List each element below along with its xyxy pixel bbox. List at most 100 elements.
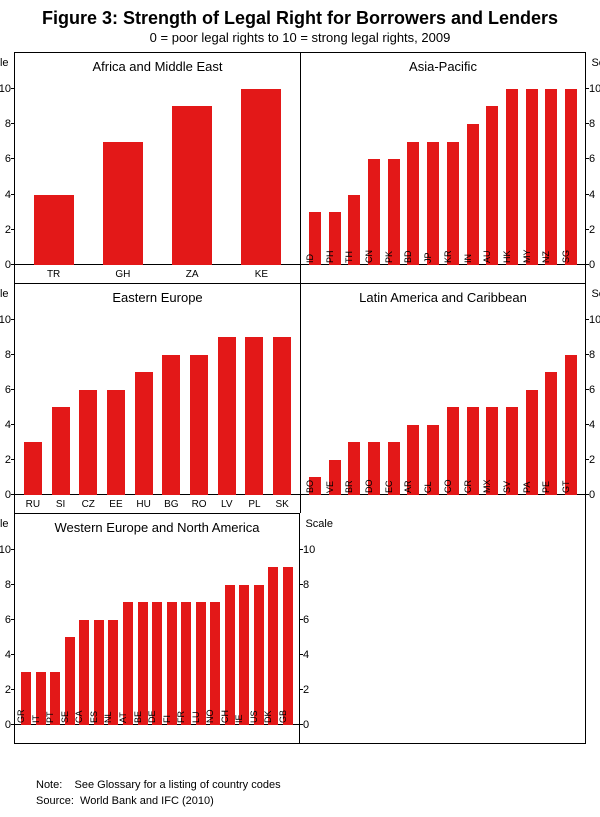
bar-slot: PL xyxy=(241,304,269,495)
axis-label-right: Scale xyxy=(305,518,333,530)
x-label: SV xyxy=(502,481,512,493)
x-label: HK xyxy=(502,250,512,263)
bar-slot: NL xyxy=(106,534,121,725)
bar xyxy=(24,442,42,495)
bar-slot: DE xyxy=(150,534,165,725)
bar xyxy=(79,620,89,725)
y-tick: 2 xyxy=(0,454,11,466)
y-tick: 6 xyxy=(589,384,600,396)
y-tick: 10 xyxy=(0,314,11,326)
bar xyxy=(545,372,557,495)
x-label: EC xyxy=(384,480,394,493)
x-label: TH xyxy=(344,251,354,263)
bar xyxy=(210,602,220,725)
bar-slot: GT xyxy=(561,304,581,495)
x-label: US xyxy=(249,710,259,723)
x-label: BR xyxy=(344,480,354,493)
source-text: World Bank and IFC (2010) xyxy=(80,795,214,807)
bar-slot: DO xyxy=(364,304,384,495)
y-tick: 10 xyxy=(303,544,317,556)
bar-slot: FI xyxy=(164,534,179,725)
y-tick: 6 xyxy=(0,384,11,396)
bar xyxy=(107,390,125,495)
y-tick: 8 xyxy=(303,579,317,591)
axis-label-right: Scale xyxy=(591,57,600,69)
x-label: CL xyxy=(423,481,433,493)
x-label: MY xyxy=(522,250,532,264)
x-label: ID xyxy=(305,254,315,263)
bars-container: BOVEBRDOECARCLCOCRMXSVPAPEGT xyxy=(301,304,585,495)
x-label: CA xyxy=(74,710,84,723)
bar-slot: GH xyxy=(88,73,157,265)
x-label: SG xyxy=(561,250,571,263)
x-label: MX xyxy=(482,480,492,494)
y-tick: 6 xyxy=(0,614,11,626)
bars-container: RUSICZEEHUBGROLVPLSK xyxy=(15,304,300,495)
bar xyxy=(172,106,212,265)
x-label: CH xyxy=(220,710,230,723)
bar xyxy=(167,602,177,725)
bar-slot: SI xyxy=(47,304,75,495)
x-label: SE xyxy=(60,711,70,723)
bar xyxy=(196,602,206,725)
x-label: FR xyxy=(176,711,186,723)
plot-area: 00224466881010GRITPTSECAESNLATBEDEFIFRLU… xyxy=(15,534,299,725)
y-tick: 4 xyxy=(0,189,11,201)
bar-slot: CN xyxy=(364,73,384,265)
x-label: DE xyxy=(147,710,157,723)
panel-title: Latin America and Caribbean xyxy=(301,290,585,305)
bar xyxy=(268,567,278,725)
panel-grid: Africa and Middle EastScale0246810TRGHZA… xyxy=(14,52,586,744)
x-label: NL xyxy=(103,711,113,723)
x-label: BE xyxy=(133,711,143,723)
bar-slot: BD xyxy=(404,73,424,265)
bar-slot: MX xyxy=(482,304,502,495)
x-label: PH xyxy=(325,250,335,263)
bar xyxy=(190,355,208,495)
y-tick: 10 xyxy=(0,83,11,95)
y-tick: 4 xyxy=(0,649,11,661)
bar-slot: US xyxy=(252,534,267,725)
bar-slot: TH xyxy=(344,73,364,265)
x-label: NZ xyxy=(541,251,551,263)
panel-ame: Africa and Middle EastScale0246810TRGHZA… xyxy=(15,53,300,283)
bar-slot: AT xyxy=(121,534,136,725)
x-label: GH xyxy=(115,269,130,280)
y-tick: 0 xyxy=(0,489,11,501)
bar-slot: ES xyxy=(92,534,107,725)
x-label: CR xyxy=(463,480,473,493)
bar-slot: PH xyxy=(325,73,345,265)
plot-area: 0246810IDPHTHCNPKBDJPKRINAUHKMYNZSG xyxy=(301,73,585,265)
x-label: DK xyxy=(263,710,273,723)
bar-slot: HU xyxy=(130,304,158,495)
x-label: SK xyxy=(276,499,289,510)
bar xyxy=(181,602,191,725)
source-label: Source: xyxy=(36,795,74,807)
x-label: GR xyxy=(16,710,26,724)
y-tick: 2 xyxy=(0,224,11,236)
note-text: See Glossary for a listing of country co… xyxy=(75,779,281,791)
bar-slot: IN xyxy=(463,73,483,265)
bar xyxy=(388,159,400,265)
y-tick: 10 xyxy=(589,83,600,95)
bar xyxy=(239,585,249,725)
bar-slot: SG xyxy=(561,73,581,265)
bar xyxy=(565,355,577,495)
bar-slot: PE xyxy=(542,304,562,495)
bar-slot: PT xyxy=(48,534,63,725)
bar-slot: IT xyxy=(34,534,49,725)
bar-slot: LU xyxy=(193,534,208,725)
bar xyxy=(427,142,439,265)
bar-slot: BR xyxy=(344,304,364,495)
bar-slot: JP xyxy=(423,73,443,265)
axis-label-left: Scale xyxy=(0,288,9,300)
bar-slot: PK xyxy=(384,73,404,265)
bars-container: IDPHTHCNPKBDJPKRINAUHKMYNZSG xyxy=(301,73,585,265)
plot-area: 0246810RUSICZEEHUBGROLVPLSK xyxy=(15,304,300,495)
y-tick: 8 xyxy=(589,349,600,361)
bars-container: GRITPTSECAESNLATBEDEFIFRLUNOCHIEUSDKGB xyxy=(15,534,299,725)
bar xyxy=(283,567,293,725)
plot-area: 0246810TRGHZAKE xyxy=(15,73,300,265)
x-label: PL xyxy=(248,499,260,510)
x-label: PA xyxy=(522,482,532,493)
